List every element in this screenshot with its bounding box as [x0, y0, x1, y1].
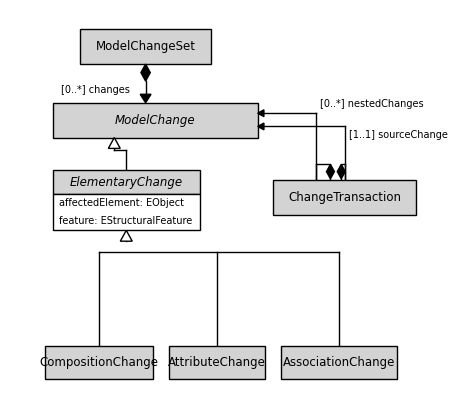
Text: affectedElement: EObject: affectedElement: EObject	[59, 198, 183, 209]
Polygon shape	[258, 110, 264, 117]
Polygon shape	[140, 94, 151, 103]
Text: CompositionChange: CompositionChange	[40, 356, 159, 369]
Text: [0..*] nestedChanges: [0..*] nestedChanges	[320, 99, 424, 109]
Bar	[169, 346, 265, 379]
Bar	[45, 346, 153, 379]
Text: AssociationChange: AssociationChange	[283, 356, 395, 369]
Bar	[281, 346, 397, 379]
Bar	[273, 180, 416, 215]
Polygon shape	[327, 164, 335, 179]
Polygon shape	[120, 230, 132, 241]
Polygon shape	[258, 123, 264, 130]
Text: [0..*] changes: [0..*] changes	[61, 85, 130, 95]
Text: ChangeTransaction: ChangeTransaction	[288, 191, 401, 204]
Text: ModelChange: ModelChange	[115, 114, 196, 127]
Text: ElementaryChange: ElementaryChange	[70, 176, 183, 189]
Bar	[53, 194, 200, 230]
Bar	[80, 29, 211, 64]
Text: feature: EStructuralFeature: feature: EStructuralFeature	[59, 216, 192, 226]
Polygon shape	[337, 164, 345, 179]
Text: ModelChangeSet: ModelChangeSet	[96, 40, 196, 53]
Polygon shape	[109, 137, 120, 149]
Polygon shape	[141, 64, 150, 81]
Text: [1..1] sourceChange: [1..1] sourceChange	[348, 130, 447, 140]
Bar	[53, 103, 258, 137]
Bar	[53, 170, 200, 194]
Text: AttributeChange: AttributeChange	[168, 356, 266, 369]
